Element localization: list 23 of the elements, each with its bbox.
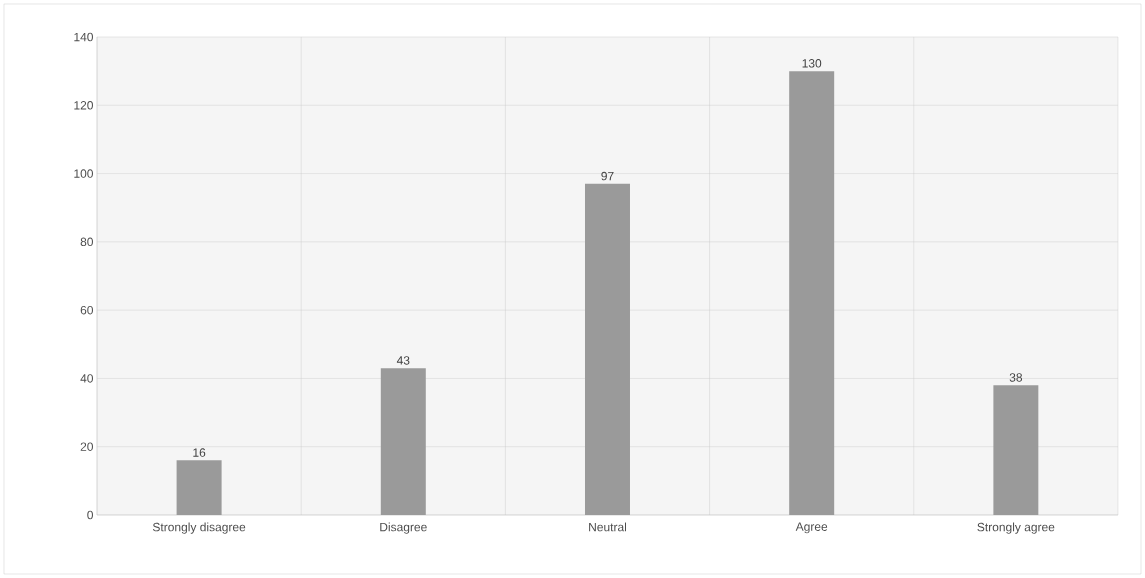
x-tick-label: Neutral bbox=[589, 522, 627, 532]
y-tick-label: 0 bbox=[87, 510, 94, 520]
bar bbox=[993, 385, 1039, 515]
x-tick-label: Agree bbox=[795, 522, 828, 534]
y-tick-label: 40 bbox=[80, 374, 93, 383]
bar bbox=[584, 183, 630, 515]
y-tick-label: 20 bbox=[80, 442, 93, 451]
data-label: 16 bbox=[193, 448, 206, 457]
bar bbox=[176, 460, 222, 515]
x-tick-label: Strongly agree bbox=[977, 522, 1055, 534]
y-tick-label: 60 bbox=[80, 305, 93, 315]
data-label: 130 bbox=[802, 59, 822, 68]
x-tick-label: Disagree bbox=[380, 522, 427, 534]
y-tick-label: 140 bbox=[74, 32, 93, 42]
y-tick-label: 80 bbox=[80, 237, 93, 247]
x-tick-label: Strongly disagree bbox=[152, 522, 246, 534]
y-tick-label: 100 bbox=[74, 169, 93, 178]
bar bbox=[789, 71, 835, 515]
y-tick-label: 120 bbox=[74, 101, 93, 110]
data-label: 38 bbox=[1009, 373, 1023, 382]
data-label: 97 bbox=[601, 171, 614, 181]
bar bbox=[380, 368, 426, 515]
data-label: 43 bbox=[396, 356, 410, 365]
